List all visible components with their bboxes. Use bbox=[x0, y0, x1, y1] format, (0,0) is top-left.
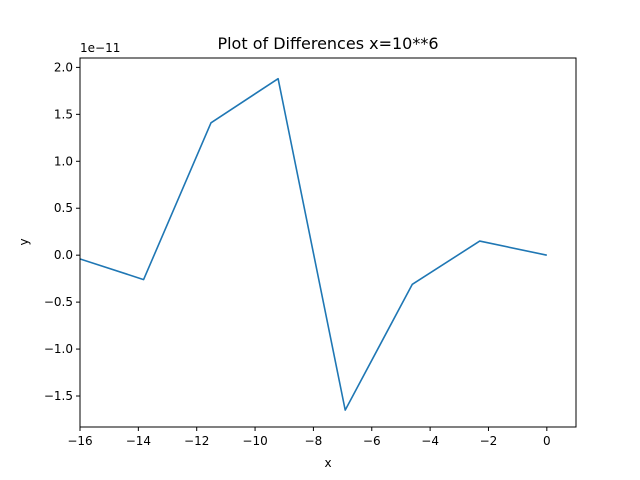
y-axis: −1.5 −1.0 −0.5 0.0 0.5 1.0 1.5 2.0 bbox=[44, 60, 80, 403]
x-tick-label: −10 bbox=[242, 434, 267, 448]
y-tick-label: 0.5 bbox=[54, 201, 73, 215]
y-tick-label: 1.5 bbox=[54, 107, 73, 121]
y-tick-label: −1.5 bbox=[44, 389, 73, 403]
y-tick-label: −0.5 bbox=[44, 295, 73, 309]
chart-title: Plot of Differences x=10**6 bbox=[217, 34, 438, 53]
x-tick-label: −12 bbox=[184, 434, 209, 448]
x-axis: −16 −14 −12 −10 −8 −6 −4 −2 0 bbox=[67, 427, 551, 448]
series-line bbox=[80, 77, 547, 411]
x-tick-label: −14 bbox=[126, 434, 151, 448]
y-offset-text: 1e−11 bbox=[80, 41, 120, 55]
x-tick-label: −4 bbox=[421, 434, 439, 448]
x-tick-label: 0 bbox=[543, 434, 551, 448]
x-tick-label: −2 bbox=[480, 434, 498, 448]
plot-frame bbox=[79, 57, 577, 428]
x-axis-label: x bbox=[324, 456, 331, 470]
plot-area bbox=[80, 77, 547, 411]
x-tick-label: −8 bbox=[305, 434, 323, 448]
y-axis-label: y bbox=[17, 238, 31, 245]
y-tick-label: −1.0 bbox=[44, 342, 73, 356]
x-tick-label: −6 bbox=[363, 434, 381, 448]
y-tick-label: 2.0 bbox=[54, 60, 73, 74]
x-tick-label: −16 bbox=[67, 434, 92, 448]
y-tick-label: 0.0 bbox=[54, 248, 73, 262]
y-tick-label: 1.0 bbox=[54, 154, 73, 168]
